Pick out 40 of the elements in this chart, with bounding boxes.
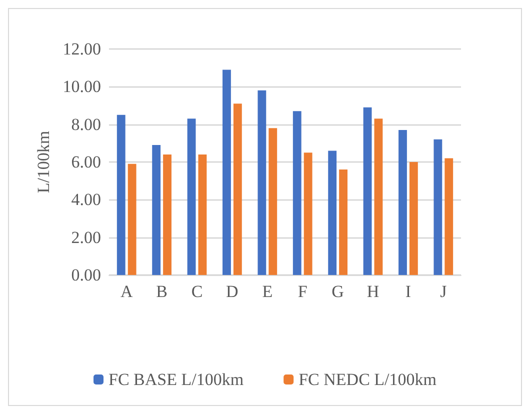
bar [398, 130, 407, 275]
x-tick-label: E [262, 282, 273, 301]
bar [128, 164, 136, 275]
x-tick-label: H [366, 282, 380, 301]
bar [198, 154, 207, 275]
bar [233, 104, 242, 275]
x-tick-label: D [226, 282, 238, 301]
y-tick-label: 0.00 [71, 266, 101, 284]
bar [409, 162, 418, 275]
bar [444, 158, 454, 275]
legend-label: FC NEDC L/100km [298, 370, 436, 389]
x-tick-label: F [298, 282, 308, 301]
bar [292, 111, 302, 275]
y-tick-label: 6.00 [71, 152, 101, 172]
y-tick-label: 2.00 [71, 228, 101, 247]
bar [268, 128, 278, 275]
bar [163, 154, 172, 275]
y-axis-title: L/100km [34, 130, 53, 194]
legend-label: FC BASE L/100km [108, 370, 244, 389]
x-tick-label: J [440, 282, 448, 301]
x-tick-label: I [405, 282, 412, 301]
bar [374, 118, 383, 275]
y-tick-label: 12.00 [62, 40, 101, 58]
bar [328, 150, 337, 275]
bar [258, 90, 266, 275]
x-tick-label: A [120, 282, 134, 301]
bar [222, 70, 231, 275]
bar [116, 114, 126, 275]
bar [339, 170, 348, 275]
x-tick-label: C [191, 282, 203, 301]
bar [304, 152, 312, 275]
bar [187, 118, 196, 275]
y-tick-label: 4.00 [71, 190, 101, 210]
bar [363, 107, 372, 275]
x-tick-label: G [332, 282, 344, 301]
y-tick-label: 8.00 [71, 114, 101, 134]
y-tick-label: 10.00 [62, 77, 101, 96]
bar [434, 139, 442, 275]
bar [152, 145, 161, 275]
x-tick-label: B [156, 282, 168, 301]
